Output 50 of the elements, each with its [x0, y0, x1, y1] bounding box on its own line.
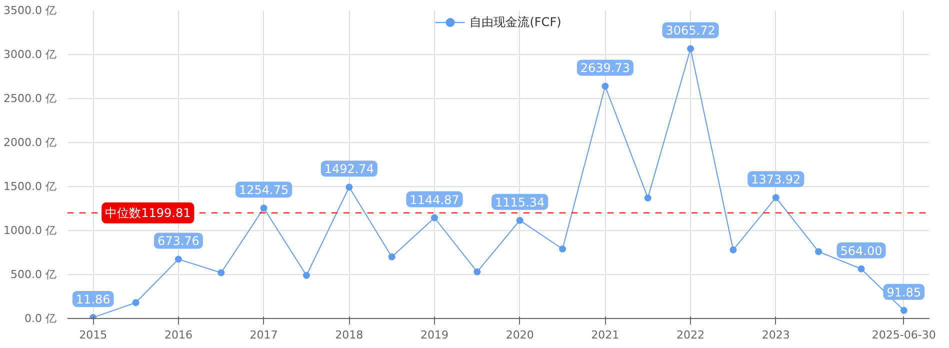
data-label: 11.86	[76, 292, 110, 306]
point	[174, 256, 182, 263]
point	[602, 82, 609, 90]
point	[132, 299, 140, 306]
point	[260, 204, 268, 212]
y-tick-label: 2500.0 亿	[4, 92, 57, 105]
x-tick-label: 2015	[79, 328, 108, 342]
y-tick-label: 3500.0 亿	[4, 4, 57, 17]
x-tick-label: 2023	[762, 328, 790, 342]
legend-label: 自由现金流(FCF)	[470, 14, 562, 30]
point	[687, 45, 694, 52]
data-label: 673.76	[157, 234, 200, 248]
x-tick-label: 2022	[676, 328, 705, 342]
x-tick-label: 2017	[250, 328, 278, 342]
data-label: 91.85	[886, 285, 922, 300]
x-tick-label: 2018	[335, 328, 364, 342]
point	[430, 214, 438, 222]
data-label: 3065.72	[666, 24, 716, 38]
point	[218, 269, 225, 276]
point	[346, 184, 353, 191]
x-tick-label: 2025-06-30	[872, 328, 936, 342]
y-tick-label: 2000.0 亿	[4, 136, 57, 149]
data-label: 1144.87	[410, 192, 460, 207]
point	[388, 253, 396, 260]
point	[644, 194, 652, 202]
point	[772, 194, 780, 202]
x-tick-label: 2021	[591, 328, 620, 342]
data-label: 2639.73	[580, 61, 630, 76]
data-label: 1115.34	[495, 195, 545, 210]
point	[559, 245, 566, 252]
data-label: 1492.74	[324, 162, 374, 176]
point	[474, 268, 481, 276]
x-tick-label: 2019	[420, 328, 448, 342]
point	[730, 246, 737, 254]
ref-line-label: 中位数1199.81	[105, 206, 191, 220]
y-tick-label: 3000.0 亿	[4, 48, 57, 61]
point	[858, 265, 865, 272]
data-label: 564.00	[840, 244, 882, 258]
point	[900, 306, 908, 314]
x-tick-label: 2016	[164, 328, 192, 342]
x-tick-label: 2020	[506, 328, 534, 342]
y-tick-label: 0.0 亿	[24, 312, 57, 325]
y-tick-label: 1500.0 亿	[4, 180, 57, 193]
data-label: 1254.75	[238, 183, 289, 198]
point	[302, 272, 310, 279]
data-label: 1373.92	[751, 172, 801, 187]
point	[815, 248, 822, 256]
y-tick-label: 500.0 亿	[10, 268, 57, 281]
y-tick-label: 1000.0 亿	[4, 224, 57, 237]
point	[516, 216, 524, 224]
